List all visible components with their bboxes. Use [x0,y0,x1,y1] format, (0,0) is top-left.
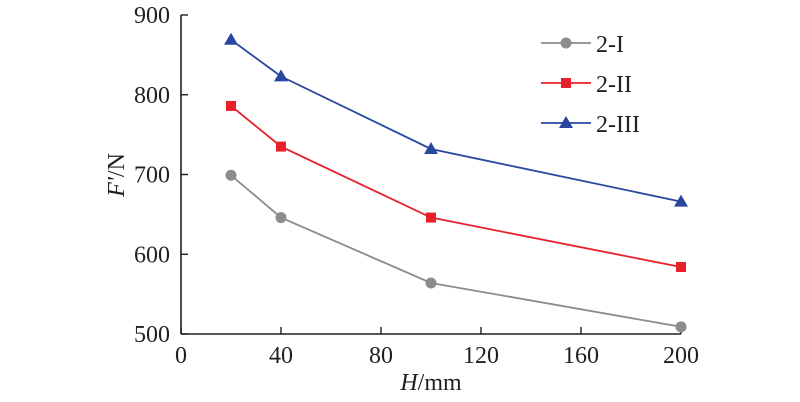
series-group [224,32,688,333]
data-point [674,194,688,207]
x-axis-label-var: H [399,370,419,396]
x-axis-ticks: 0 40 80 120 160 200 [175,327,699,369]
y-tick-label: 500 [134,322,170,348]
series-2-I [225,169,687,333]
legend-item: 2-III [541,112,640,138]
legend-item: 2-I [541,32,624,58]
x-tick-label: 160 [563,343,599,369]
legend-label: 2-II [596,72,632,98]
data-point [675,321,687,333]
data-point [424,141,438,154]
x-axis-label-unit: /mm [418,370,462,396]
data-point [224,32,238,45]
y-axis-label-unit: /N [104,153,130,177]
y-axis-label-var: F' [104,176,130,198]
x-axis-label: H/mm [399,370,462,396]
data-point [276,141,286,152]
x-tick-label: 200 [663,343,699,369]
data-point [226,100,236,111]
data-point [274,69,288,82]
x-tick-label: 40 [269,343,293,369]
legend-marker [560,37,572,49]
legend: 2-I 2-II 2-III [541,32,640,138]
series-line [230,174,682,328]
series-2-III [224,32,688,207]
y-axis-label: F'/N [104,153,130,198]
y-tick-label: 600 [134,242,170,268]
x-tick-label: 80 [369,343,393,369]
y-tick-label: 700 [134,163,170,189]
x-tick-label: 0 [175,343,187,369]
legend-marker [561,78,571,88]
series-line [230,105,682,268]
series-2-II [226,100,686,273]
legend-item: 2-II [541,72,632,98]
data-point [676,262,686,273]
legend-label: 2-I [596,32,624,58]
data-point [225,169,237,181]
series-line [230,38,682,203]
data-point [426,212,436,223]
data-point [425,277,437,289]
legend-label: 2-III [596,112,640,138]
x-tick-label: 120 [463,343,499,369]
y-tick-label: 900 [134,3,170,29]
legend-marker [559,116,573,128]
data-point [275,212,287,224]
y-axis-ticks: 500 600 700 800 900 [134,3,188,348]
y-tick-label: 800 [134,83,170,109]
